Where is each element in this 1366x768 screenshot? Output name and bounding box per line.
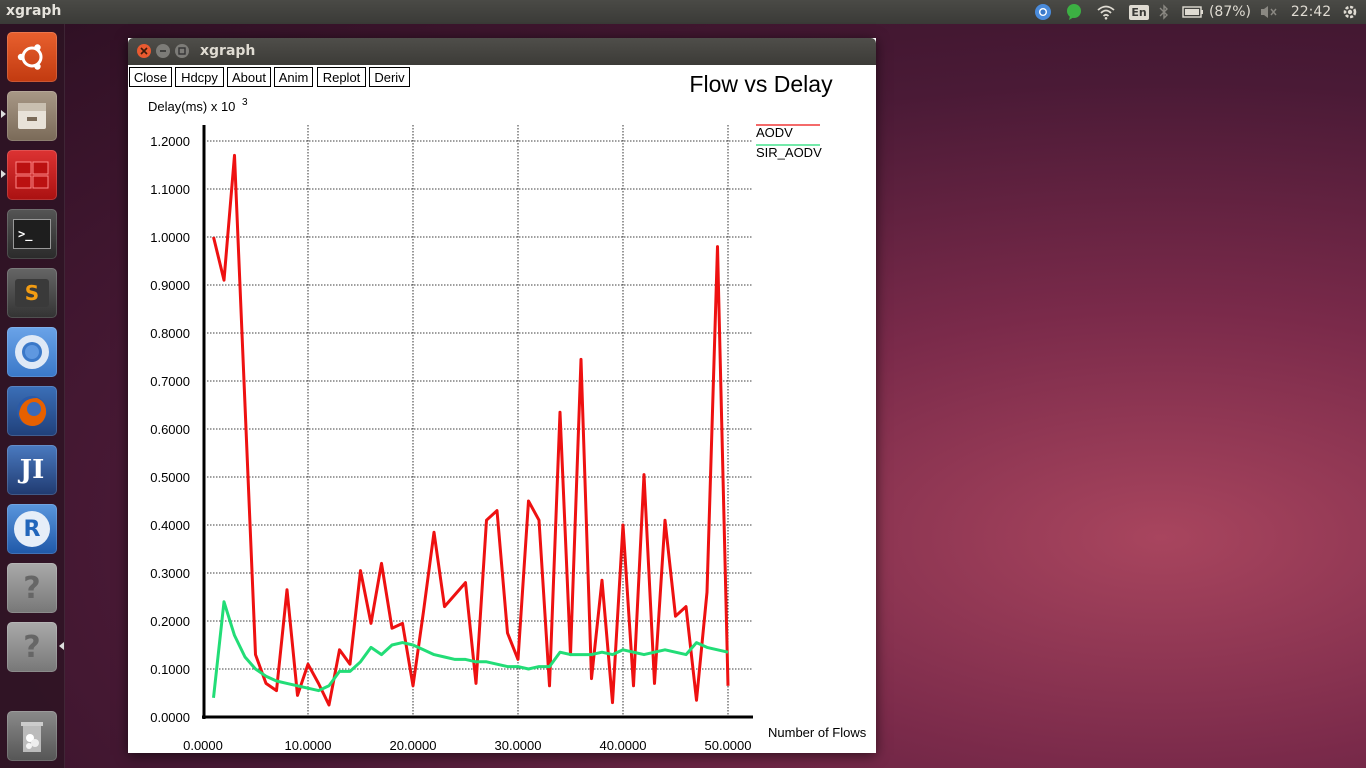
minimize-window-button[interactable] bbox=[156, 44, 170, 58]
y-tick-label: 0.3000 bbox=[150, 566, 190, 581]
series-line-aodv bbox=[212, 153, 730, 707]
trash-icon[interactable] bbox=[7, 711, 57, 761]
close-icon bbox=[140, 47, 148, 55]
clock[interactable]: 22:42 bbox=[1290, 4, 1332, 20]
running-indicator bbox=[1, 110, 6, 118]
chart-plot: 0.0000 0.1000 0.2000 0.3000 0.4000 0.5000 0.60… bbox=[148, 71, 867, 753]
terminal-icon[interactable]: >_ bbox=[7, 209, 57, 259]
wifi-icon[interactable] bbox=[1095, 0, 1117, 24]
r-glyph: R bbox=[14, 511, 50, 547]
ubuntu-logo-icon[interactable] bbox=[7, 32, 57, 82]
intellij-glyph: JI bbox=[19, 455, 45, 485]
legend-entry: AODV bbox=[756, 125, 793, 140]
x-tick-label: 50.0000 bbox=[705, 738, 752, 753]
x-tick-label: 10.0000 bbox=[285, 738, 332, 753]
sublime-text-icon[interactable]: S bbox=[7, 268, 57, 318]
y-tick-label: 0.4000 bbox=[150, 518, 190, 533]
y-tick-label: 0.2000 bbox=[150, 614, 190, 629]
unknown-app-icon[interactable]: ? bbox=[7, 563, 57, 613]
battery-percent: (87%) bbox=[1208, 4, 1252, 20]
intellij-icon[interactable]: JI bbox=[7, 445, 57, 495]
anim-button[interactable]: Anim bbox=[274, 67, 313, 87]
focused-indicator bbox=[59, 642, 64, 650]
y-tick-label: 1.1000 bbox=[150, 182, 190, 197]
unknown-glyph: ? bbox=[23, 629, 41, 665]
series-line-sir-aodv bbox=[212, 600, 729, 698]
xgraph-content: Close Hdcpy About Anim Replot Deriv 0.00… bbox=[128, 65, 876, 753]
chart-title: Flow vs Delay bbox=[689, 71, 833, 97]
y-tick-label: 0.0000 bbox=[150, 710, 190, 725]
maximize-window-button[interactable] bbox=[175, 44, 189, 58]
x-tick-label: 20.0000 bbox=[390, 738, 437, 753]
keyboard-icon[interactable]: En bbox=[1128, 0, 1150, 24]
files-icon[interactable] bbox=[7, 91, 57, 141]
y-tick-label: 1.0000 bbox=[150, 230, 190, 245]
window-titlebar[interactable]: xgraph bbox=[128, 38, 876, 65]
y-axis-label-exponent: 3 bbox=[242, 97, 248, 108]
deriv-button[interactable]: Deriv bbox=[369, 67, 410, 87]
x-tick-label: 40.0000 bbox=[600, 738, 647, 753]
minimize-icon bbox=[160, 50, 166, 52]
maximize-icon bbox=[178, 47, 186, 55]
x-tick-label: 0.0000 bbox=[183, 738, 223, 753]
hdcpy-button[interactable]: Hdcpy bbox=[175, 67, 224, 87]
window-title: xgraph bbox=[200, 43, 256, 59]
y-tick-label: 0.1000 bbox=[150, 662, 190, 677]
chromium-icon[interactable] bbox=[7, 327, 57, 377]
y-tick-label: 0.8000 bbox=[150, 326, 190, 341]
xgraph-window[interactable]: xgraph Close Hdcpy About Anim Replot Der… bbox=[128, 38, 876, 753]
firefox-icon[interactable] bbox=[7, 386, 57, 436]
chat-icon[interactable] bbox=[1063, 0, 1085, 24]
replot-button[interactable]: Replot bbox=[317, 67, 366, 87]
language-indicator: En bbox=[1129, 4, 1149, 20]
running-indicator bbox=[1, 170, 6, 178]
unknown-app-icon[interactable]: ? bbox=[7, 622, 57, 672]
top-panel: xgraph En (87%) 22:42 bbox=[0, 0, 1366, 24]
r-language-icon[interactable]: R bbox=[7, 504, 57, 554]
about-button[interactable]: About bbox=[227, 67, 271, 87]
sublime-glyph: S bbox=[15, 279, 49, 307]
legend-entry: SIR_AODV bbox=[756, 145, 822, 160]
terminal-glyph: >_ bbox=[13, 219, 51, 249]
y-tick-label: 0.7000 bbox=[150, 374, 190, 389]
y-tick-label: 1.2000 bbox=[150, 134, 190, 149]
y-tick-label: 0.6000 bbox=[150, 422, 190, 437]
workspace-switcher-icon[interactable] bbox=[7, 150, 57, 200]
close-window-button[interactable] bbox=[137, 44, 151, 58]
unknown-glyph: ? bbox=[23, 570, 41, 606]
gear-icon[interactable] bbox=[1339, 0, 1361, 24]
x-axis-label: Number of Flows bbox=[768, 725, 867, 740]
chromium-icon[interactable] bbox=[1032, 0, 1054, 24]
close-button[interactable]: Close bbox=[129, 67, 172, 87]
volume-mute-icon[interactable] bbox=[1258, 0, 1280, 24]
active-window-title: xgraph bbox=[6, 3, 62, 19]
battery-icon[interactable] bbox=[1181, 0, 1205, 24]
launcher: >_ S JI R ? ? bbox=[0, 24, 65, 768]
y-axis-label: Delay(ms) x 10 bbox=[148, 99, 235, 114]
y-tick-label: 0.9000 bbox=[150, 278, 190, 293]
y-tick-label: 0.5000 bbox=[150, 470, 190, 485]
x-tick-label: 30.0000 bbox=[495, 738, 542, 753]
bluetooth-icon[interactable] bbox=[1156, 0, 1172, 24]
